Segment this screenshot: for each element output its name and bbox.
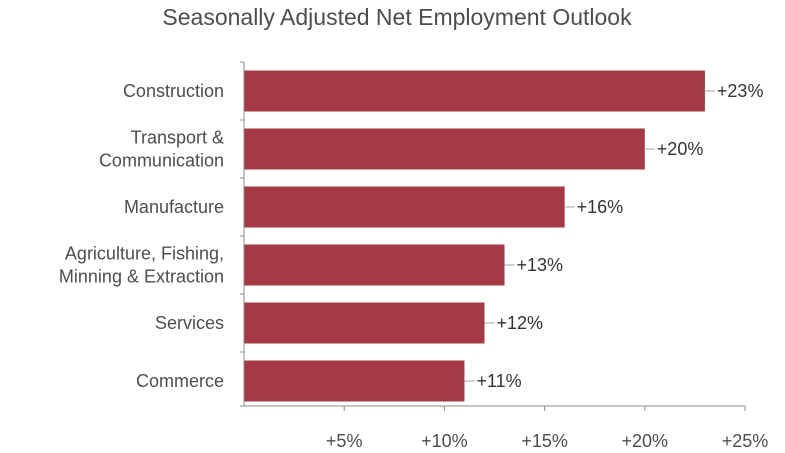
bar [244, 128, 645, 170]
data-label: +12% [496, 313, 543, 333]
category-labels: Construction Transport & Communication Manu… [59, 81, 224, 391]
category-label: Manufacture [124, 197, 224, 217]
data-label: +20% [657, 139, 704, 159]
bar [244, 244, 505, 286]
chart-title: Seasonally Adjusted Net Employment Outlo… [162, 4, 632, 30]
category-label: Transport & Communication [99, 128, 224, 171]
data-labels: +23% +20% +16% +13% +12% +11% [464, 81, 763, 391]
data-label: +16% [577, 197, 624, 217]
data-label: +23% [717, 81, 764, 101]
category-label: Commerce [136, 371, 224, 391]
x-tick-label: +5% [326, 431, 363, 451]
x-tick-label: +25% [722, 431, 769, 451]
bar [244, 70, 705, 112]
category-label: Services [155, 313, 224, 333]
data-label: +11% [476, 371, 521, 391]
x-axis: +5% +10% +15% +20% +25% [244, 405, 769, 451]
x-tick-label: +20% [622, 431, 669, 451]
bar [244, 302, 485, 344]
bar [244, 186, 565, 228]
y-axis [240, 61, 245, 407]
x-tick-label: +10% [421, 431, 468, 451]
category-label: Agriculture, Fishing, Minning & Extractio… [59, 244, 224, 287]
data-label: +13% [517, 255, 564, 275]
category-label: Construction [123, 81, 224, 101]
x-tick-label: +15% [521, 431, 568, 451]
bar [244, 360, 465, 402]
bars-group [244, 70, 705, 402]
